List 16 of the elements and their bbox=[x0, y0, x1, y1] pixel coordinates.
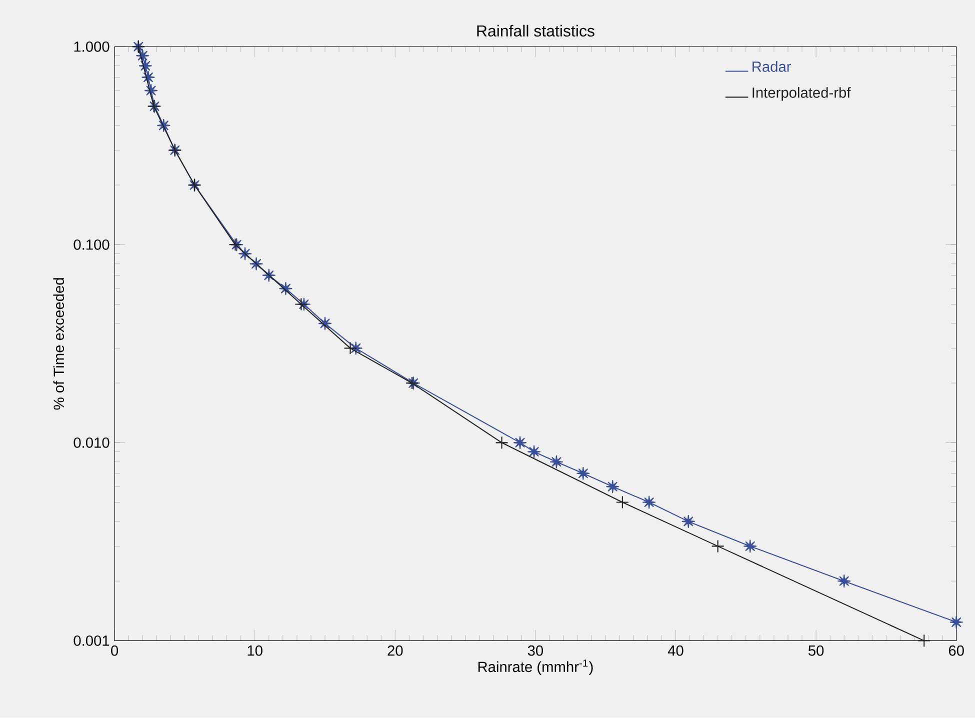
y-tick-label: 0.100 bbox=[74, 240, 110, 250]
x-tick-label: 30 bbox=[528, 645, 544, 656]
x-tick-label: 0 bbox=[111, 645, 118, 656]
x-tick-label: 60 bbox=[948, 645, 964, 656]
x-tick-label: 20 bbox=[388, 645, 403, 656]
y-axis-title: % of Time exceeded bbox=[53, 278, 64, 410]
y-tick-label: 1.000 bbox=[74, 41, 110, 52]
y-tick-label: 0.001 bbox=[74, 636, 110, 646]
x-tick-label: 10 bbox=[248, 645, 262, 656]
y-tick-label: 0.010 bbox=[74, 438, 110, 448]
legend-label: Interpolated-rbf bbox=[752, 87, 851, 101]
x-tick-label: 40 bbox=[668, 645, 684, 656]
chart-title: Rainfall statistics bbox=[477, 24, 594, 37]
x-axis-title: Rainrate (mmhr$^{-1}$) bbox=[478, 660, 593, 675]
x-tick-label: 50 bbox=[808, 645, 824, 656]
legend-label: Radar bbox=[752, 61, 792, 72]
